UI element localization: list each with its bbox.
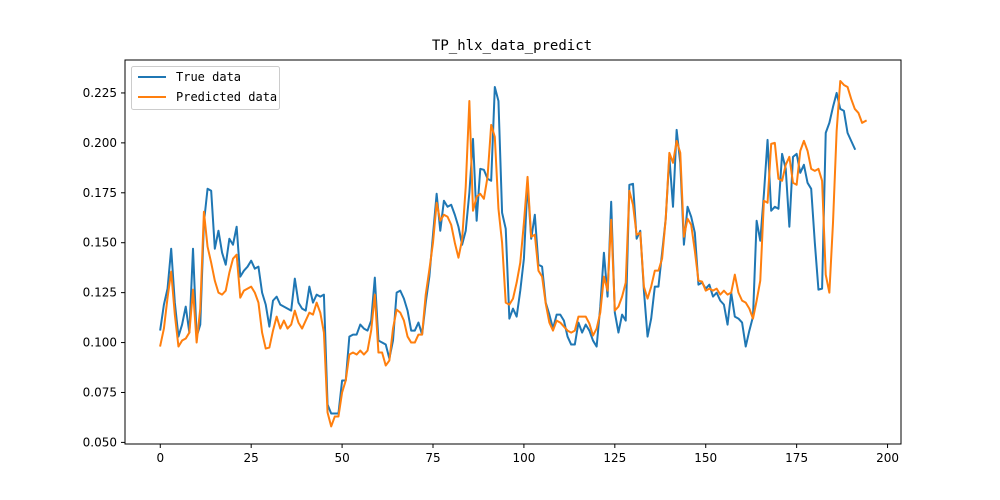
y-tick-label: 0.150 (83, 236, 117, 250)
y-tick-label: 0.100 (83, 336, 117, 350)
x-tick-label: 150 (694, 451, 717, 465)
y-tick-label: 0.050 (83, 435, 117, 449)
y-axis: 0.050 0.075 0.100 0.125 0.150 0.175 0.200 0.225 (83, 86, 125, 449)
y-tick-label: 0.200 (83, 136, 117, 150)
legend: True data Predicted data (131, 66, 280, 110)
legend-label-true-data: True data (176, 70, 241, 84)
series-line-predicted-data (159, 79, 868, 428)
x-tick-label: 200 (876, 451, 899, 465)
legend-label-predicted-data: Predicted data (176, 90, 277, 104)
legend-box (131, 66, 280, 110)
x-tick-label: 0 (156, 451, 164, 465)
series-line-true-data (159, 85, 857, 415)
x-tick-label: 100 (512, 451, 535, 465)
y-tick-label: 0.075 (83, 385, 117, 399)
series-layer (159, 79, 868, 428)
chart-title: TP_hlx_data_predict (432, 38, 592, 54)
y-tick-label: 0.125 (83, 286, 117, 300)
y-tick-label: 0.175 (83, 186, 117, 200)
x-tick-label: 50 (334, 451, 349, 465)
axes-frame (124, 59, 902, 445)
x-tick-label: 25 (244, 451, 259, 465)
x-tick-label: 75 (425, 451, 440, 465)
x-tick-label: 125 (603, 451, 626, 465)
x-tick-label: 175 (785, 451, 808, 465)
y-tick-label: 0.225 (83, 86, 117, 100)
x-axis: 0 25 50 75 100 125 150 175 200 (156, 444, 899, 465)
